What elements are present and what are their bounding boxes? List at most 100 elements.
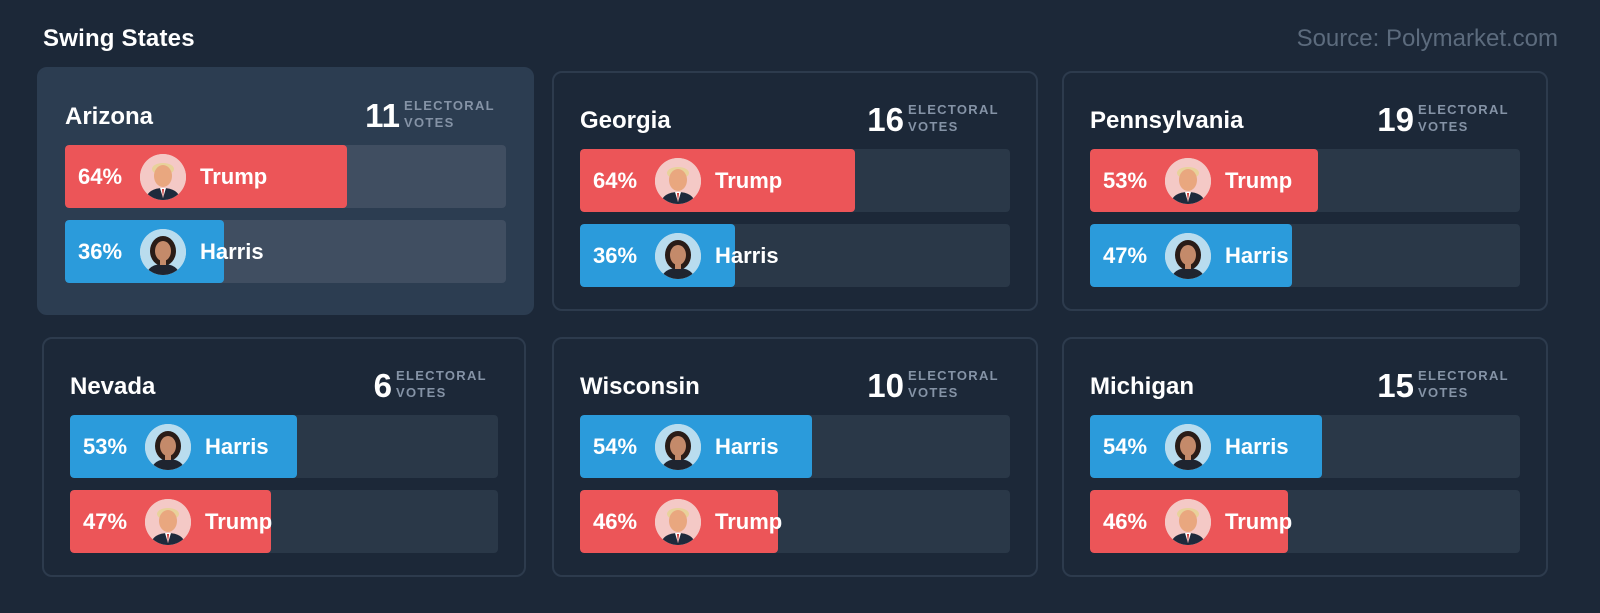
state-card-pennsylvania[interactable]: Pennsylvania 19 ELECTORAL VOTES 53% Trump 47% H…	[1062, 71, 1548, 311]
card-header: Wisconsin 10 ELECTORAL VOTES	[580, 365, 1010, 405]
electoral-votes-count: 15	[1377, 367, 1414, 404]
candidate-bar-harris[interactable]: 54% Harris	[1090, 415, 1520, 478]
candidate-name: Harris	[1225, 433, 1289, 459]
state-name: Georgia	[580, 107, 671, 134]
candidate-bar-trump[interactable]: 53% Trump	[1090, 149, 1520, 212]
candidate-name: Trump	[715, 167, 783, 193]
bar-content: 36% Harris	[65, 220, 506, 283]
electoral-votes-label: ELECTORAL VOTES	[1418, 102, 1509, 134]
candidate-percentage: 46%	[593, 508, 638, 534]
candidate-percentage: 54%	[593, 433, 638, 459]
harris-avatar-icon	[1165, 232, 1211, 279]
candidate-bar-harris[interactable]: 53% Harris	[70, 415, 498, 478]
electoral-votes-count: 6	[373, 367, 392, 404]
electoral-votes: 19 ELECTORAL VOTES	[1360, 99, 1520, 139]
candidate-bar-trump[interactable]: 47% Trump	[70, 490, 498, 553]
page-header: Swing States Source: Polymarket.com	[0, 0, 1600, 68]
candidate-bar-trump[interactable]: 64% Trump	[580, 149, 1010, 212]
trump-avatar-icon	[140, 153, 186, 200]
candidate-percentage: 36%	[593, 242, 638, 268]
page-title: Swing States	[43, 25, 195, 52]
electoral-votes: 10 ELECTORAL VOTES	[850, 365, 1010, 405]
candidate-percentage: 47%	[83, 508, 128, 534]
state-card-michigan[interactable]: Michigan 15 ELECTORAL VOTES 54% Harris 46% Trum…	[1062, 337, 1548, 577]
bar-content: 53% Trump	[1090, 149, 1520, 212]
electoral-votes-count: 11	[365, 97, 400, 134]
electoral-votes: 6 ELECTORAL VOTES	[338, 365, 498, 405]
candidate-bar-harris[interactable]: 36% Harris	[580, 224, 1010, 287]
bar-content: 46% Trump	[580, 490, 1010, 553]
state-name: Pennsylvania	[1090, 107, 1244, 134]
bar-content: 54% Harris	[580, 415, 1010, 478]
electoral-votes: 16 ELECTORAL VOTES	[850, 99, 1010, 139]
card-header: Michigan 15 ELECTORAL VOTES	[1090, 365, 1520, 405]
source-credit: Source: Polymarket.com	[1296, 25, 1558, 52]
state-name: Nevada	[70, 373, 156, 400]
candidate-bar-trump[interactable]: 46% Trump	[1090, 490, 1520, 553]
trump-avatar-icon	[655, 498, 701, 545]
card-header: Arizona 11 ELECTORAL VOTES	[65, 95, 506, 135]
card-header: Nevada 6 ELECTORAL VOTES	[70, 365, 498, 405]
trump-avatar-icon	[1165, 157, 1211, 204]
candidate-percentage: 64%	[78, 163, 123, 189]
electoral-votes-label: ELECTORAL VOTES	[908, 368, 999, 400]
state-card-nevada[interactable]: Nevada 6 ELECTORAL VOTES 53% Harris 47% Trump	[42, 337, 526, 577]
bar-content: 36% Harris	[580, 224, 1010, 287]
candidate-percentage: 53%	[83, 433, 128, 459]
bar-content: 54% Harris	[1090, 415, 1520, 478]
electoral-votes-label: ELECTORAL VOTES	[396, 368, 487, 400]
candidate-percentage: 47%	[1103, 242, 1148, 268]
bar-content: 47% Harris	[1090, 224, 1520, 287]
candidate-name: Harris	[205, 433, 269, 459]
state-card-arizona[interactable]: Arizona 11 ELECTORAL VOTES 64% Trump 36% Harris	[37, 67, 534, 315]
harris-avatar-icon	[655, 423, 701, 470]
trump-share-fill	[65, 145, 348, 208]
candidate-name: Trump	[200, 163, 268, 189]
candidate-percentage: 54%	[1103, 433, 1148, 459]
harris-avatar-icon	[140, 228, 186, 275]
electoral-votes: 11 ELECTORAL VOTES	[346, 95, 506, 135]
candidate-name: Harris	[715, 242, 779, 268]
candidate-name: Harris	[715, 433, 779, 459]
bar-content: 46% Trump	[1090, 490, 1520, 553]
state-card-georgia[interactable]: Georgia 16 ELECTORAL VOTES 64% Trump 36% Harris	[552, 71, 1038, 311]
candidate-name: Trump	[205, 508, 273, 534]
candidate-bar-harris[interactable]: 47% Harris	[1090, 224, 1520, 287]
candidate-percentage: 64%	[593, 167, 638, 193]
harris-avatar-icon	[655, 232, 701, 279]
electoral-votes-count: 16	[867, 101, 904, 138]
candidate-name: Trump	[1225, 508, 1293, 534]
candidate-bar-trump[interactable]: 64% Trump	[65, 145, 506, 208]
electoral-votes-label: ELECTORAL VOTES	[404, 98, 495, 130]
harris-avatar-icon	[1165, 423, 1211, 470]
candidate-bar-trump[interactable]: 46% Trump	[580, 490, 1010, 553]
candidate-name: Harris	[1225, 242, 1289, 268]
electoral-votes-label: ELECTORAL VOTES	[908, 102, 999, 134]
electoral-votes-count: 10	[867, 367, 904, 404]
state-card-wisconsin[interactable]: Wisconsin 10 ELECTORAL VOTES 54% Harris 46% Tru…	[552, 337, 1038, 577]
card-header: Georgia 16 ELECTORAL VOTES	[580, 99, 1010, 139]
card-header: Pennsylvania 19 ELECTORAL VOTES	[1090, 99, 1520, 139]
trump-avatar-icon	[655, 157, 701, 204]
candidate-name: Trump	[715, 508, 783, 534]
bar-content: 53% Harris	[70, 415, 498, 478]
bar-content: 47% Trump	[70, 490, 498, 553]
state-name: Michigan	[1090, 373, 1195, 400]
harris-avatar-icon	[145, 423, 191, 470]
candidate-name: Harris	[200, 238, 264, 264]
candidate-percentage: 36%	[78, 238, 123, 264]
state-name: Wisconsin	[580, 373, 700, 400]
candidate-bar-harris[interactable]: 54% Harris	[580, 415, 1010, 478]
trump-avatar-icon	[145, 498, 191, 545]
candidate-percentage: 46%	[1103, 508, 1148, 534]
electoral-votes-count: 19	[1377, 101, 1414, 138]
electoral-votes: 15 ELECTORAL VOTES	[1360, 365, 1520, 405]
trump-avatar-icon	[1165, 498, 1211, 545]
candidate-name: Trump	[1225, 167, 1293, 193]
bar-content: 64% Trump	[580, 149, 1010, 212]
candidate-bar-harris[interactable]: 36% Harris	[65, 220, 506, 283]
trump-share-fill	[580, 149, 856, 212]
electoral-votes-label: ELECTORAL VOTES	[1418, 368, 1509, 400]
candidate-percentage: 53%	[1103, 167, 1148, 193]
